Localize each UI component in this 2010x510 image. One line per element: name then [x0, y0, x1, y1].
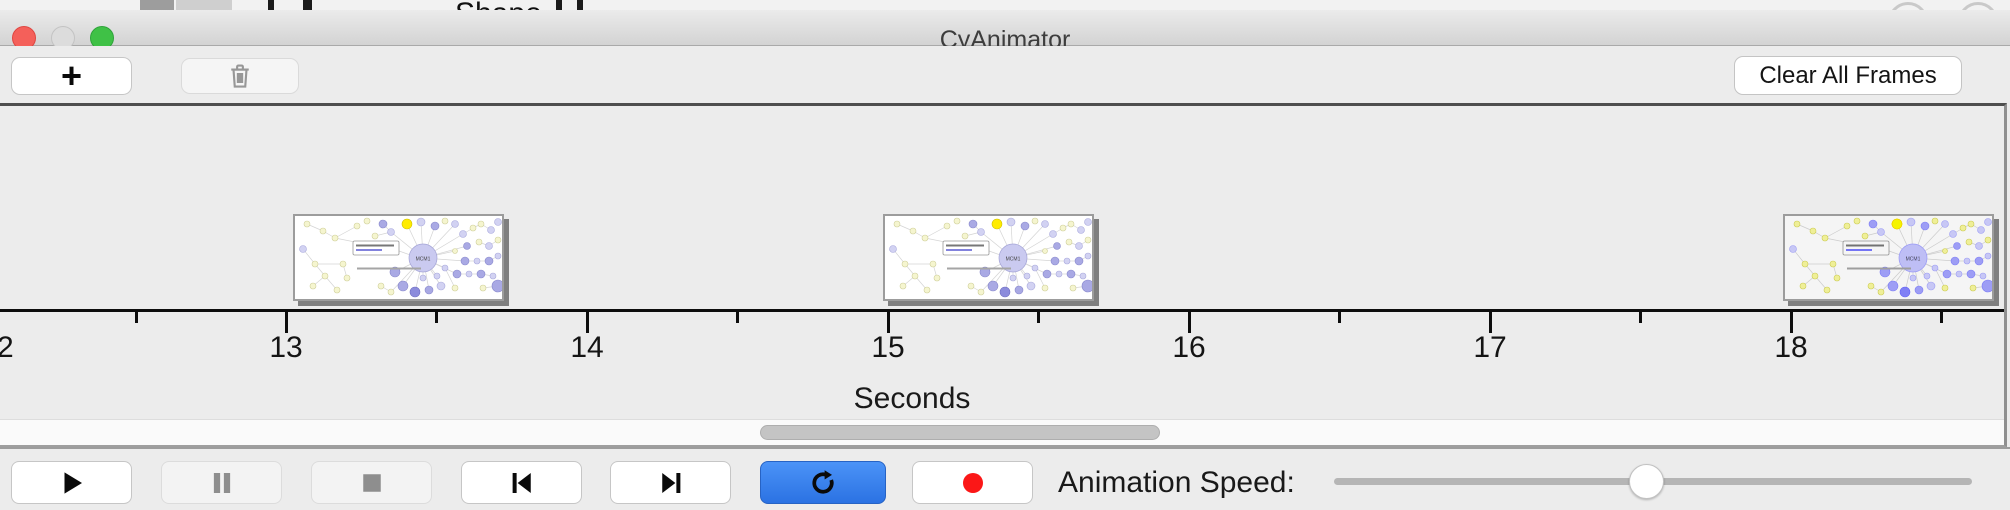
plus-icon: + — [60, 55, 83, 96]
clear-all-frames-button[interactable]: Clear All Frames — [1734, 56, 1962, 95]
skip-to-end-button[interactable] — [610, 461, 731, 504]
network-thumbnail-image — [885, 216, 1092, 299]
background-ui-fragment — [1888, 2, 1928, 10]
background-ui-fragment — [268, 0, 274, 10]
tick-label: 15 — [871, 331, 905, 364]
loop-icon — [812, 469, 834, 494]
clear-all-frames-label: Clear All Frames — [1759, 61, 1937, 89]
loop-button[interactable] — [760, 461, 886, 504]
stop-button[interactable] — [311, 461, 432, 504]
play-icon — [64, 471, 82, 494]
tick-label: 17 — [1473, 331, 1507, 364]
frame-thumbnail[interactable] — [1783, 214, 1994, 301]
tick-label: 12 — [0, 331, 37, 365]
timeline-scrollbar-track[interactable] — [0, 419, 2004, 445]
speed-slider-thumb[interactable] — [1629, 464, 1665, 499]
minor-tick — [1939, 312, 1943, 323]
frame-thumbnail[interactable] — [883, 214, 1094, 301]
record-icon — [962, 472, 983, 493]
background-ui-fragment — [140, 0, 174, 10]
major-tick — [1488, 312, 1492, 333]
tick-label: 16 — [1172, 331, 1206, 364]
skip-to-start-button[interactable] — [461, 461, 582, 504]
network-thumbnail-image — [295, 216, 502, 299]
timeline-panel[interactable]: Seconds 12 13 14 15 16 17 18 — [0, 103, 2007, 447]
tick-label: 13 — [269, 331, 303, 364]
minor-tick — [134, 312, 138, 323]
trash-icon — [231, 64, 249, 88]
title-bar[interactable]: CyAnimator — [0, 10, 2010, 54]
add-frame-button[interactable]: + — [11, 57, 132, 95]
timeline-unit-label: Seconds — [853, 382, 971, 415]
pause-icon — [213, 472, 230, 493]
tick-label: 18 — [1774, 331, 1808, 364]
network-thumbnail-image — [1785, 216, 1992, 299]
major-tick — [1187, 312, 1191, 333]
background-ui-fragment — [556, 0, 562, 10]
background-ui-fragment — [303, 0, 312, 10]
timeline-scrollbar-thumb[interactable] — [760, 425, 1160, 440]
play-button[interactable] — [11, 461, 132, 504]
stop-icon — [362, 473, 381, 492]
pause-button[interactable] — [161, 461, 282, 504]
skip-to-end-icon — [661, 472, 680, 493]
playback-controls: Animation Speed: — [0, 447, 2010, 510]
major-tick — [585, 312, 589, 333]
major-tick — [284, 312, 288, 333]
major-tick — [886, 312, 890, 333]
minor-tick — [1337, 312, 1341, 323]
background-ui-fragment — [577, 0, 583, 10]
record-button[interactable] — [912, 461, 1033, 504]
background-ui-fragment — [176, 0, 232, 10]
major-tick — [1789, 312, 1793, 333]
timeline-axis — [0, 309, 2004, 312]
background-partial-text: Shape — [440, 0, 580, 10]
frame-thumbnail[interactable] — [293, 214, 504, 301]
minor-tick — [735, 312, 739, 323]
minor-tick — [1638, 312, 1642, 323]
minor-tick — [1036, 312, 1040, 323]
tick-label: 14 — [570, 331, 604, 364]
skip-to-start-icon — [512, 472, 531, 493]
frame-toolbar: + Clear All Frames — [0, 46, 2010, 103]
background-ui-fragment — [1958, 2, 1998, 10]
delete-frame-button[interactable] — [181, 58, 299, 94]
background-window-sliver: Shape — [0, 0, 2010, 10]
minor-tick — [434, 312, 438, 323]
animation-speed-label: Animation Speed: — [1058, 466, 1295, 499]
